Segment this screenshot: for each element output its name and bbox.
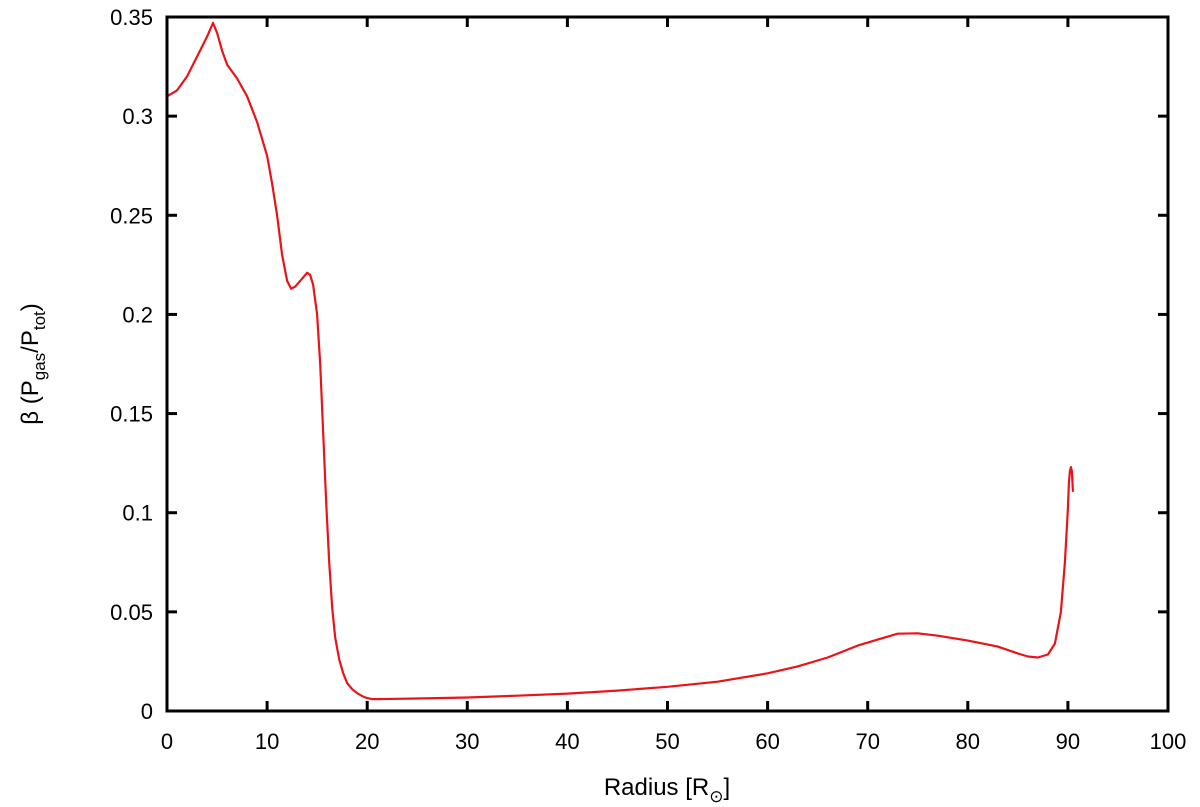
x-tick-label: 90 (1056, 729, 1080, 754)
y-tick-label: 0.1 (122, 501, 153, 526)
x-tick-label: 100 (1150, 729, 1187, 754)
y-tick-label: 0.05 (110, 600, 153, 625)
y-tick-label: 0 (141, 699, 153, 724)
x-tick-label: 0 (161, 729, 173, 754)
y-axis-title-middle: /P (17, 330, 44, 353)
plot-frame (165, 15, 1170, 713)
x-tick-label: 60 (755, 729, 779, 754)
x-tick-label: 20 (355, 729, 379, 754)
y-axis-title-sub-gas: gas (30, 353, 49, 380)
sun-symbol: ⊙ (709, 787, 723, 806)
y-tick-label: 0.3 (122, 104, 153, 129)
x-axis-title-close: ] (723, 774, 730, 801)
y-axis-title: β (Pgas/Ptot) (17, 303, 49, 425)
x-axis-title-text: Radius [R (604, 774, 709, 801)
y-tick-label: 0.25 (110, 203, 153, 228)
y-axis-title-sub-tot: tot (30, 311, 49, 330)
x-tick-label: 30 (455, 729, 479, 754)
x-tick-label: 10 (255, 729, 279, 754)
axis-ticks (165, 15, 1170, 713)
x-tick-label: 50 (655, 729, 679, 754)
x-axis-title: Radius [R⊙] (604, 774, 730, 806)
y-tick-label: 0.35 (110, 5, 153, 30)
x-axis-tick-labels: 0 10 20 30 40 50 60 70 80 90 100 (161, 729, 1186, 754)
y-axis-tick-labels: 0 0.05 0.1 0.15 0.2 0.25 0.3 0.35 (110, 5, 153, 724)
y-tick-label: 0.15 (110, 402, 153, 427)
x-tick-label: 80 (956, 729, 980, 754)
y-axis-title-suffix: ) (17, 303, 44, 311)
series-line (165, 21, 1075, 701)
x-tick-label: 70 (855, 729, 879, 754)
y-axis-title-prefix: β (P (17, 380, 44, 424)
x-tick-label: 40 (555, 729, 579, 754)
series-layer (165, 21, 1075, 701)
y-tick-label: 0.2 (122, 302, 153, 327)
